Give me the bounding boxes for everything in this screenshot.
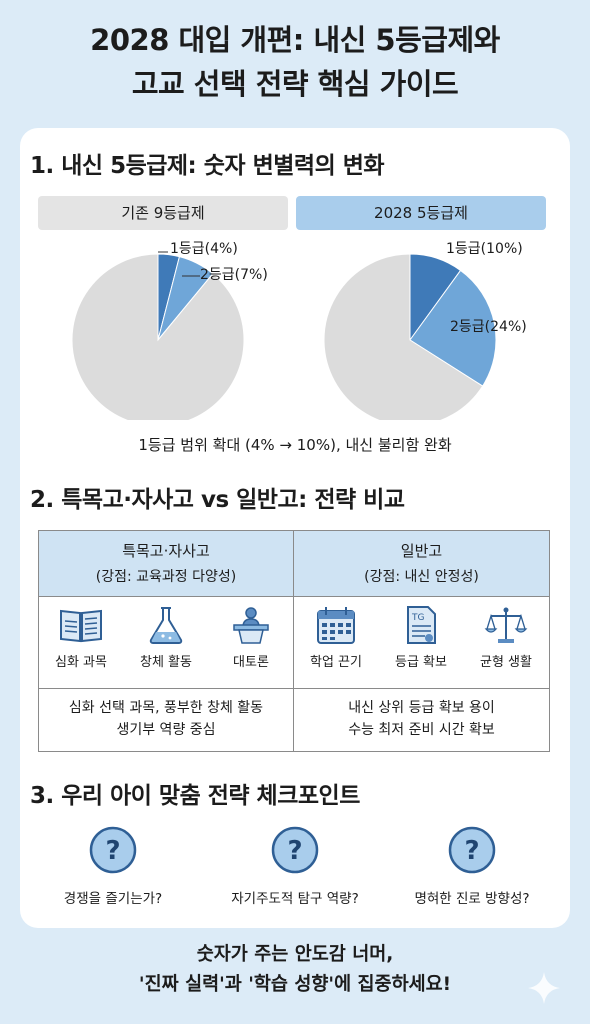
general-school-description: 내신 상위 등급 확보 용이 수능 최저 준비 시간 확보 xyxy=(294,697,549,741)
item-advanced-subjects: 심화 과목 xyxy=(39,605,123,670)
section2-title: 2. 특목고·자사고 vs 일반고: 전략 비교 xyxy=(30,487,405,513)
sparkle-icon xyxy=(528,972,560,1004)
old-system-label: 기존 9등급제 xyxy=(38,196,288,230)
checkpoint-label: 자기주도적 탐구 역량? xyxy=(231,891,359,907)
special-school-header: 특목고·자사고 (강점: 교육과정 다양성) xyxy=(39,531,293,597)
new-system-label: 2028 5등급제 xyxy=(296,196,546,230)
podium-icon xyxy=(233,607,269,644)
pie-old-system xyxy=(71,253,245,420)
old-grade1-label: 1등급(4%) xyxy=(170,241,238,257)
question-icon: ? xyxy=(271,826,319,874)
checkpoint-career: ? 명혀한 진로 방향성? xyxy=(392,825,552,907)
new-grade2-label: 2등급(24%) xyxy=(450,319,527,335)
page-title: 2028 대입 개편: 내신 5등급제와 고교 선택 전략 핵심 가이드 xyxy=(0,18,590,106)
section1-caption: 1등급 범위 확대 (4% → 10%), 내신 불리함 완화 xyxy=(138,436,452,454)
section3-title: 3. 우리 아이 맞춤 전략 체크포인트 xyxy=(30,783,360,809)
special-school-name: 특목고·자사고 xyxy=(122,542,210,560)
desc-line-2: 생기부 역량 중심 xyxy=(116,722,216,738)
pie-slice-3 xyxy=(71,253,245,420)
desc-line-1: 심화 선택 과목, 풍부한 창체 활동 xyxy=(68,700,264,716)
pie-new-system xyxy=(323,253,497,420)
book-icon xyxy=(60,609,102,643)
general-school-column: 일반고 (강점: 내신 안정성) 학업 끈기 xyxy=(294,531,549,751)
new-grade1-label: 1등급(10%) xyxy=(446,241,523,257)
item-debate: 대토론 xyxy=(209,605,293,670)
icon-label: 대토론 xyxy=(233,655,269,670)
question-icon: ? xyxy=(89,826,137,874)
question-mark: ? xyxy=(105,836,120,866)
content-card xyxy=(20,128,570,928)
general-school-icons: 학업 끈기 TG 등급 확보 xyxy=(294,597,549,689)
footer-line-1: 숫자가 주는 안도감 너머, xyxy=(196,944,394,965)
calendar-icon xyxy=(317,607,355,644)
title-line-1: 2028 대입 개편: 내신 5등급제와 xyxy=(90,23,500,57)
icon-label: 균형 생활 xyxy=(480,655,532,670)
document-icon: TG xyxy=(407,606,436,644)
icon-label: 심화 과목 xyxy=(55,655,107,670)
general-school-name: 일반고 xyxy=(400,542,443,560)
item-persistence: 학업 끈기 xyxy=(294,605,378,670)
general-school-header: 일반고 (강점: 내신 안정성) xyxy=(294,531,549,597)
icon-label: 학업 끈기 xyxy=(310,655,362,670)
comparison-table: 특목고·자사고 (강점: 교육과정 다양성) 심화 과목 xyxy=(38,530,550,752)
title-line-2: 고교 선택 전략 핵심 가이드 xyxy=(131,67,459,101)
checkpoint-self-directed: ? 자기주도적 탐구 역량? xyxy=(200,825,390,907)
item-grade-secure: TG 등급 확보 xyxy=(379,605,463,670)
question-icon: ? xyxy=(448,826,496,874)
scale-icon xyxy=(484,607,528,643)
special-school-description: 심화 선택 과목, 풍부한 창체 활동 생기부 역량 중심 xyxy=(39,697,293,741)
flask-icon xyxy=(149,607,183,644)
icon-label: 등급 확보 xyxy=(395,655,447,670)
checkpoint-label: 명혀한 진로 방향성? xyxy=(414,891,530,907)
section1-title: 1. 내신 5등급제: 숫자 변별력의 변화 xyxy=(30,153,385,179)
special-school-strength: (강점: 교육과정 다양성) xyxy=(95,569,237,585)
checkpoint-label: 경쟁을 즐기는가? xyxy=(63,891,163,907)
question-mark: ? xyxy=(287,836,302,866)
footer-message: 숫자가 주는 안도감 너머, '진짜 실력'과 '학습 성향'에 집중하세요! xyxy=(0,940,590,1000)
footer-line-2: '진짜 실력'과 '학습 성향'에 집중하세요! xyxy=(138,974,452,995)
pie-charts xyxy=(71,251,497,420)
desc-line-2: 수능 최저 준비 시간 확보 xyxy=(348,722,495,738)
special-school-icons: 심화 과목 창체 활동 대토론 xyxy=(39,597,293,689)
pie-slice-2 xyxy=(409,269,497,387)
general-school-strength: (강점: 내신 안정성) xyxy=(364,569,479,585)
old-grade2-label: 2등급(7%) xyxy=(200,267,268,283)
item-activities: 창체 활동 xyxy=(124,605,208,670)
icon-label: 창체 활동 xyxy=(140,655,192,670)
question-mark: ? xyxy=(464,836,479,866)
document-badge-text: TG xyxy=(411,613,424,623)
special-school-column: 특목고·자사고 (강점: 교육과정 다양성) 심화 과목 xyxy=(39,531,294,751)
pie-slice-3 xyxy=(323,253,484,420)
item-balance: 균형 생활 xyxy=(464,605,548,670)
desc-line-1: 내신 상위 등급 확보 용이 xyxy=(348,700,495,716)
checkpoint-competition: ? 경쟁을 즐기는가? xyxy=(38,825,188,907)
